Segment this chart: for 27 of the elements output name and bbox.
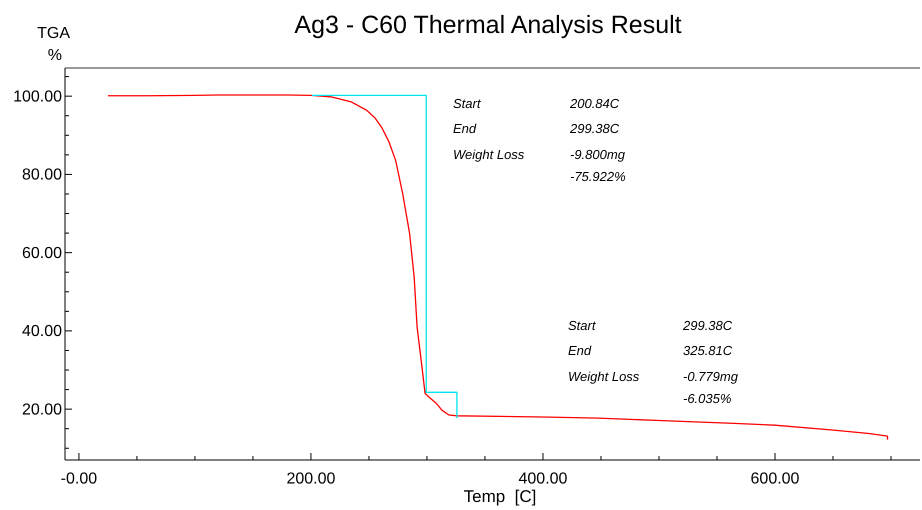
y-tick-label: 100.00: [13, 88, 62, 106]
y-tick-label: 20.00: [22, 401, 62, 418]
y-axis-title: TGA %: [37, 25, 70, 64]
annotation: -0.779mg: [683, 369, 739, 384]
x-tick-label: -0.00: [60, 470, 98, 488]
annotation: 299.38C: [682, 318, 733, 333]
x-axis-title: Temp [C]: [464, 487, 536, 506]
line-series: [107, 94, 888, 440]
annotation: 299.38C: [569, 121, 620, 136]
x-tick-label: 600.00: [750, 470, 800, 488]
x-tick-label: 200.00: [286, 470, 336, 488]
annotation: Start: [568, 318, 597, 333]
x-tick-label: 400.00: [518, 470, 568, 488]
annotation: End: [453, 121, 477, 136]
annotation: Weight Loss: [568, 369, 640, 384]
chart-title: Ag3 - C60 Thermal Analysis Result: [294, 11, 682, 39]
y-tick-label: 80.00: [22, 166, 62, 184]
annotation: -6.035%: [683, 391, 732, 406]
annotation: Start: [453, 96, 482, 111]
annotation: 325.81C: [683, 343, 733, 358]
annotation: 200.84C: [569, 96, 620, 111]
y-tick-label: 60.00: [22, 244, 62, 262]
annotation: -9.800mg: [570, 147, 626, 162]
annotation: Weight Loss: [453, 147, 525, 162]
y-tick-label: 40.00: [22, 323, 62, 340]
annotation: -75.922%: [570, 169, 626, 184]
annotation: End: [568, 343, 592, 358]
